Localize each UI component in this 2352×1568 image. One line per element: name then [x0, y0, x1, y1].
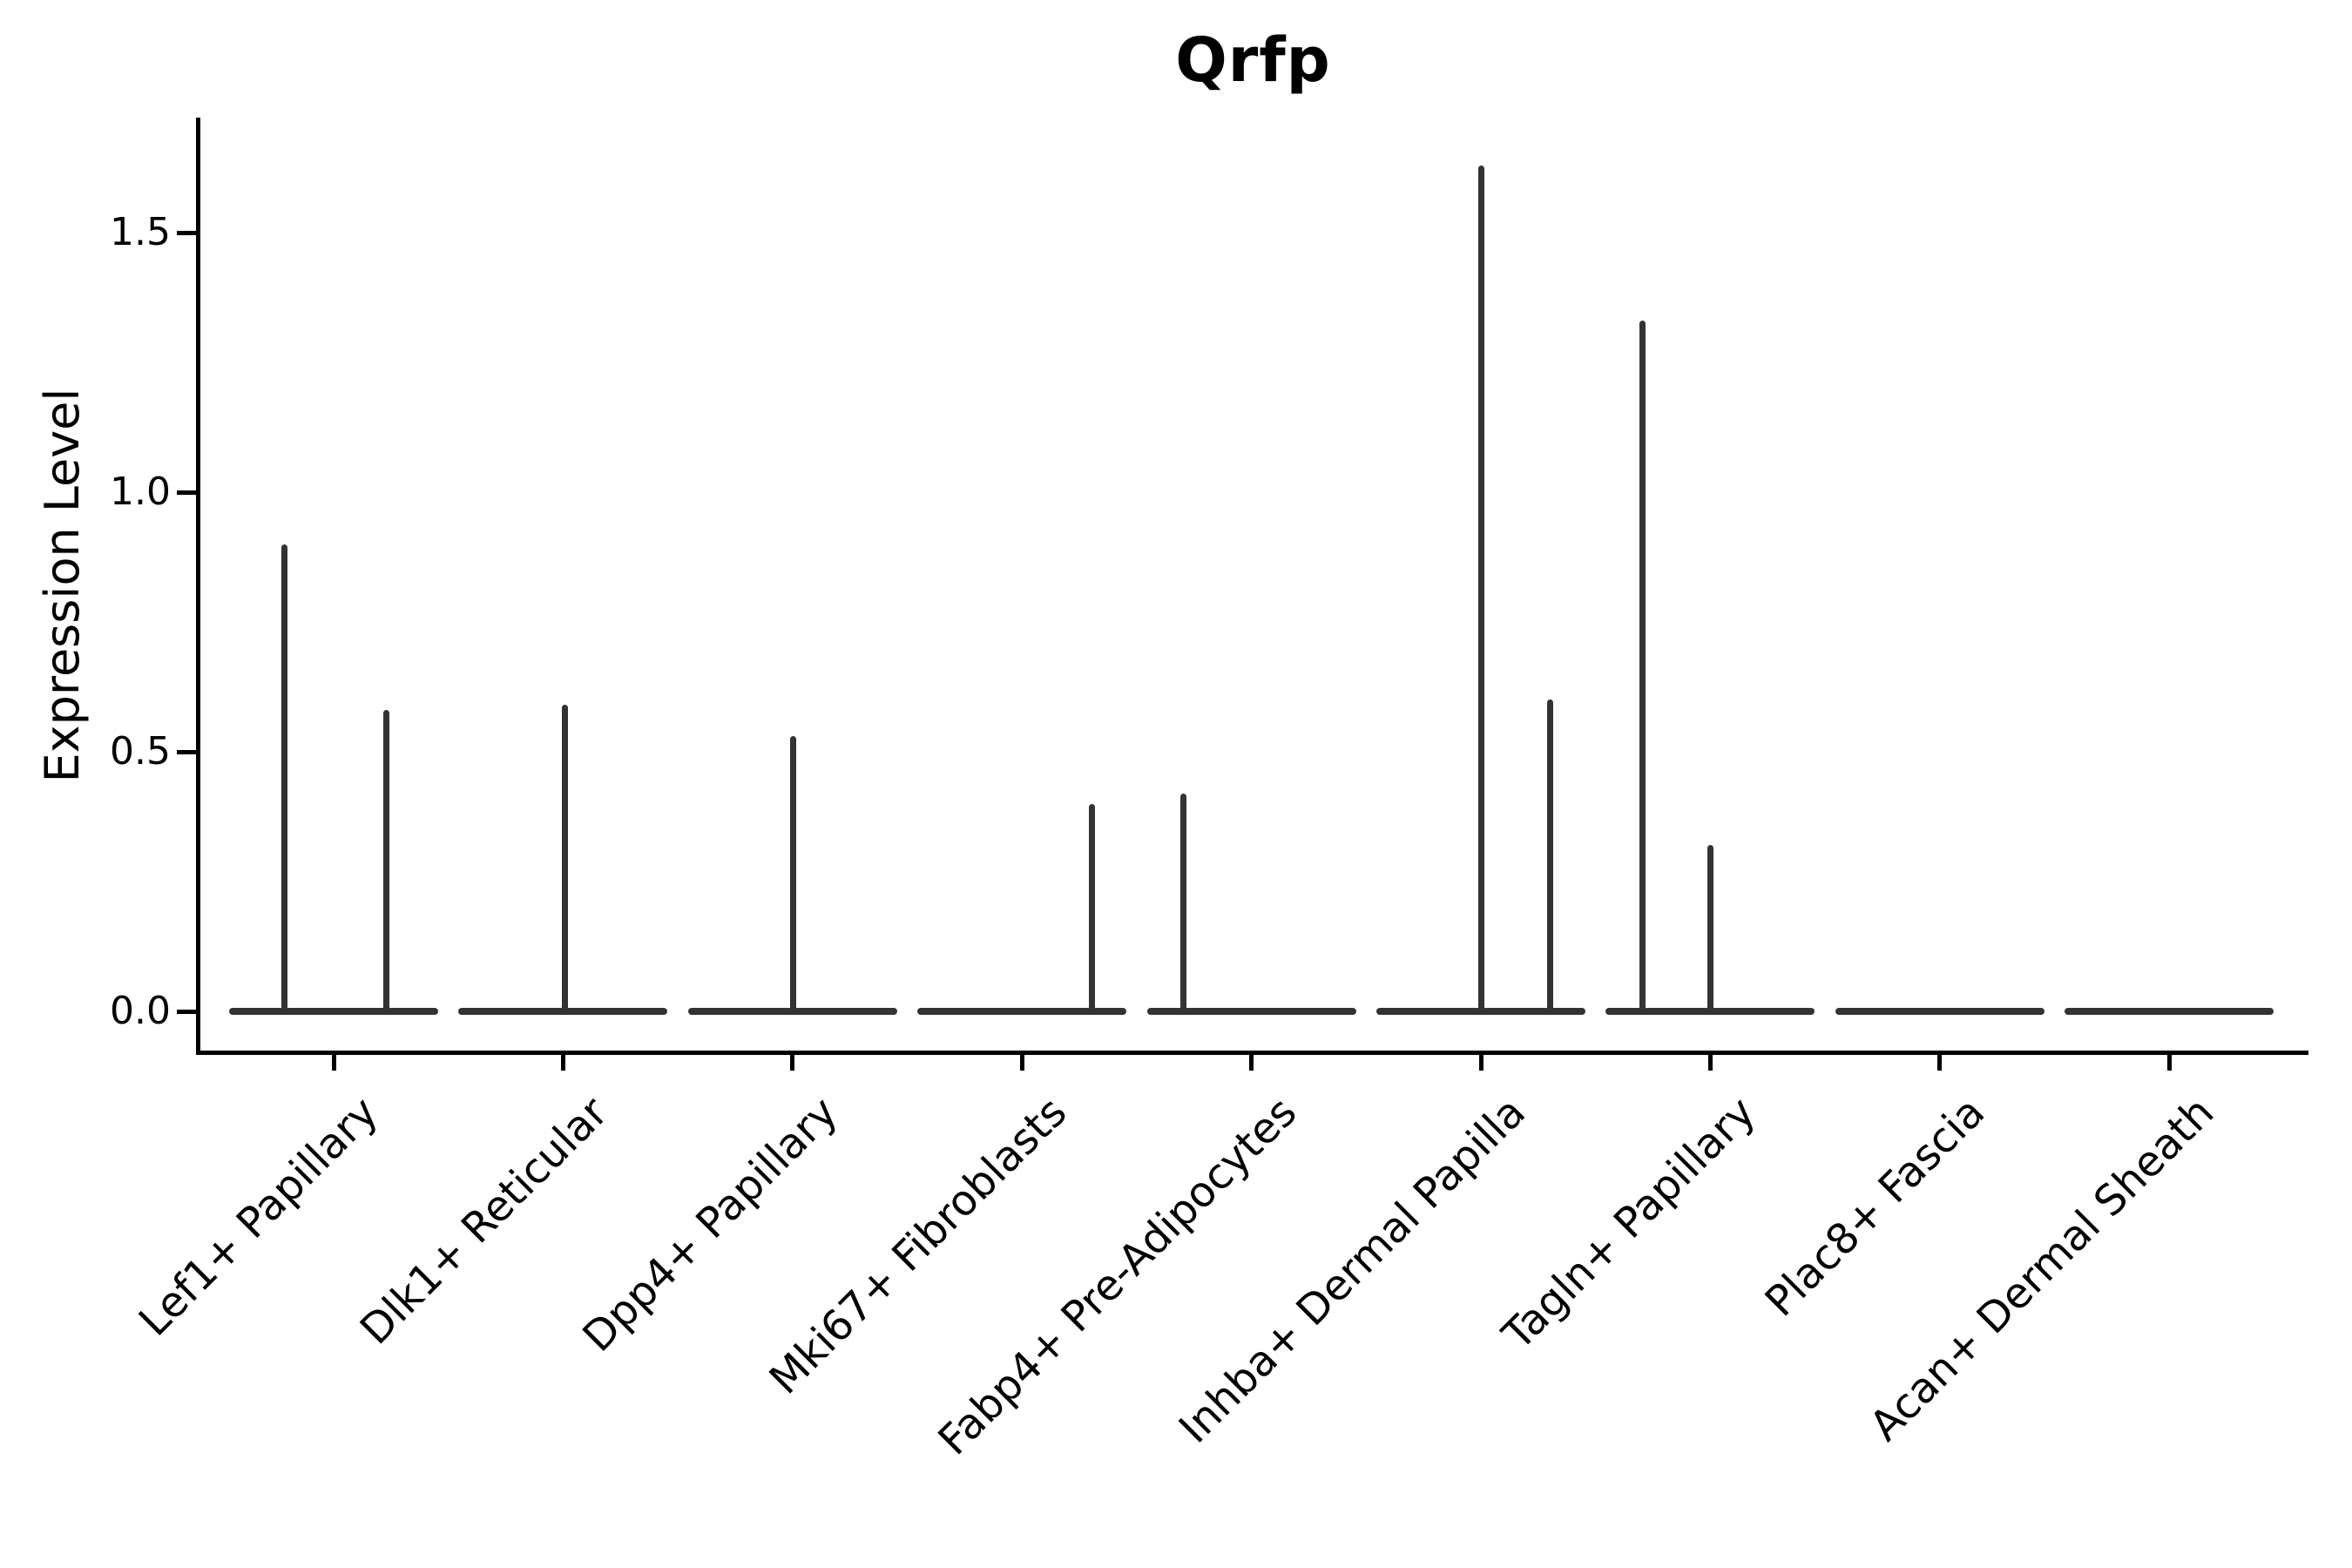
violin-body [229, 1008, 438, 1015]
x-tick-label: Dlk1+ Reticular [351, 1087, 618, 1355]
x-tick-label: Tagln+ Papillary [1493, 1087, 1765, 1360]
x-tick-mark [2166, 1055, 2172, 1071]
x-axis-spine [196, 1051, 2308, 1055]
y-tick-mark [177, 490, 196, 495]
x-tick-label: Lef1+ Papillary [130, 1087, 389, 1346]
x-tick-mark [790, 1055, 795, 1071]
violin-spike [790, 736, 797, 1015]
violin-body [1146, 1008, 1356, 1015]
x-tick-mark [1478, 1055, 1484, 1071]
violin-body [2065, 1008, 2274, 1015]
y-axis-label: Expression Level [35, 388, 90, 783]
x-tick-mark [1249, 1055, 1254, 1071]
violin-spike [1180, 793, 1187, 1015]
chart-title: Qrfp [1175, 24, 1331, 96]
violin-spike [561, 705, 568, 1015]
y-tick-label: 0.0 [110, 989, 171, 1033]
violin-spike [1477, 165, 1484, 1015]
x-tick-mark [1707, 1055, 1713, 1071]
y-tick-mark [177, 750, 196, 754]
y-tick-label: 1.0 [110, 470, 171, 514]
x-tick-mark [331, 1055, 336, 1071]
violin-body [1835, 1008, 2044, 1015]
y-tick-label: 1.5 [110, 210, 171, 254]
violin-spike [1546, 700, 1553, 1015]
violin-spike [1639, 321, 1646, 1015]
x-tick-label: Plac8+ Fascia [1755, 1087, 1995, 1327]
x-tick-mark [1019, 1055, 1024, 1071]
violin-body [917, 1008, 1127, 1015]
x-tick-mark [560, 1055, 565, 1071]
violin-spike [382, 710, 389, 1015]
y-tick-mark [177, 1010, 196, 1014]
x-tick-mark [1937, 1055, 1943, 1071]
y-tick-label: 0.5 [110, 729, 171, 774]
violin-spike [1088, 803, 1095, 1015]
violin-spike [1707, 845, 1713, 1015]
y-tick-mark [177, 231, 196, 235]
y-axis-spine [196, 118, 200, 1055]
violin-spike [280, 544, 287, 1015]
